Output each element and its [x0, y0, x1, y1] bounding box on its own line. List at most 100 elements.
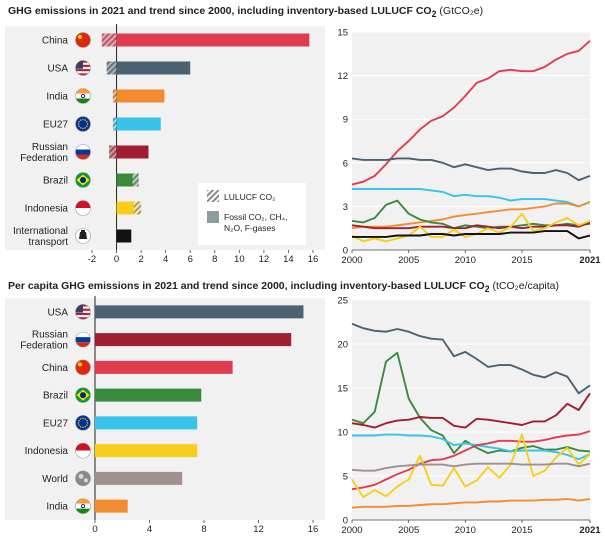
- top-bar-category-label-international-transport: International transport: [13, 226, 68, 248]
- bottom-bar-category-label-world: World: [42, 474, 68, 485]
- top-bar-category-label-india: India: [46, 92, 68, 103]
- bottom-bar-bar-india: [95, 499, 128, 513]
- bottom-bar-category-label-usa: USA: [47, 307, 68, 318]
- top-bar-international-transport-flag-icon: [75, 228, 91, 244]
- bottom-line-xtick-label: 2005: [398, 525, 419, 536]
- top-bar-bar-brazil: [116, 173, 133, 187]
- top-line-panel-bg: [352, 32, 590, 250]
- legend-fossil-label-1: Fossil CO₂, CH₄,: [224, 212, 287, 222]
- top-line-ytick-label: 0: [343, 246, 348, 257]
- bottom-bar-xtick-label: 16: [308, 524, 319, 535]
- bottom-title-sub: 2: [484, 284, 490, 295]
- bottom-line-series-world: [351, 462, 591, 472]
- bottom-line-series-eu27: [352, 433, 591, 461]
- top-line-xtick-label: 2021: [579, 255, 601, 266]
- bottom-bar-category-label-russian-federation: Russian Federation: [20, 330, 68, 352]
- top-chart-title: GHG emissions in 2021 and trend since 20…: [8, 5, 483, 19]
- top-bar-india-flag-icon: [75, 88, 91, 104]
- top-bar-lulucf-pos-brazil: [132, 173, 139, 187]
- top-bar-bar-indonesia: [116, 201, 134, 215]
- bottom-bar-usa-flag-icon: [75, 304, 91, 320]
- top-bar-bar-eu27: [116, 117, 161, 131]
- bottom-bar-china-flag-icon: [75, 359, 91, 376]
- bottom-bar-category-label-china: China: [42, 363, 69, 374]
- top-bar-lulucf-neg-eu27: [112, 117, 117, 131]
- bottom-bar-bar-eu27: [95, 416, 198, 430]
- bottom-title-main: Per capita GHG emissions in 2021 and tre…: [8, 280, 485, 292]
- bottom-bar-xtick-label: 0: [92, 524, 97, 535]
- top-bar-category-label-russian-federation: Russian Federation: [20, 142, 68, 164]
- bottom-line-ytick-label: 5: [343, 472, 348, 483]
- top-bar-category-label-eu27: EU27: [43, 120, 68, 131]
- top-title-unit: (GtCO₂e): [436, 5, 484, 17]
- top-bar-xtick-label: 16: [308, 254, 319, 265]
- top-bar-bar-russian-federation: [116, 145, 149, 159]
- legend: LULUCF CO₂ Fossil CO₂, CH₄, N₂O, F-gases: [198, 183, 306, 245]
- top-bar-xtick-label: 10: [234, 254, 245, 265]
- bottom-line-ytick-label: 0: [343, 516, 348, 527]
- top-bar-xtick-label: 4: [163, 254, 168, 265]
- top-bar-lulucf-neg-india: [112, 89, 117, 103]
- bottom-line-ytick-label: 10: [337, 428, 348, 439]
- top-bar-bar-india: [116, 89, 165, 103]
- top-line-series-international-transport: [352, 230, 591, 240]
- bottom-bar-world-flag-icon: [75, 470, 91, 487]
- top-bar-bar-international-transport: [116, 229, 132, 243]
- bottom-bar-bar-china: [95, 360, 233, 374]
- top-bar-lulucf-neg-russian-federation: [109, 145, 117, 159]
- bottom-line-series-india: [351, 497, 591, 509]
- bottom-line-xtick-label: 2021: [579, 525, 601, 536]
- bottom-bar-category-label-brazil: Brazil: [43, 391, 68, 402]
- top-bar-category-label-brazil: Brazil: [43, 176, 68, 187]
- bottom-line-series-usa: [351, 322, 591, 395]
- top-line-series-indonesia: [351, 212, 591, 243]
- top-bar-lulucf-pos-indonesia: [133, 201, 142, 215]
- bottom-line-xtick-label: 2010: [455, 525, 476, 536]
- top-line-xtick-label: 2005: [398, 255, 419, 266]
- legend-fossil-swatch: [207, 211, 219, 223]
- bottom-line-ytick-label: 20: [337, 340, 348, 351]
- top-bar-brazil-flag-icon: [75, 172, 91, 188]
- bottom-line-series-china: [351, 430, 591, 491]
- bottom-bar-xtick-label: 12: [253, 524, 264, 535]
- top-bar-bar-usa: [116, 61, 191, 75]
- top-line-xtick-label: 2000: [341, 255, 362, 266]
- top-bar-lulucf-neg-tint-usa: [106, 61, 117, 75]
- top-line-ytick-label: 9: [343, 115, 348, 126]
- bottom-bar-bar-usa: [95, 305, 304, 319]
- top-line-series-china: [351, 39, 591, 186]
- bottom-bar-bar-russian-federation: [95, 333, 292, 347]
- top-line-ytick-label: 3: [343, 202, 348, 213]
- top-bar-category-label-usa: USA: [47, 64, 68, 75]
- bottom-chart-title: Per capita GHG emissions in 2021 and tre…: [8, 280, 559, 294]
- bottom-line-panel-bg: [352, 300, 590, 520]
- top-bar-category-label-china: China: [42, 36, 69, 47]
- bottom-line-ytick-label: 25: [337, 296, 348, 307]
- top-bar-xtick-label: 6: [188, 254, 193, 265]
- bottom-title-unit: (tCO₂e/capita): [489, 280, 560, 292]
- bottom-bar-indonesia-flag-icon: [75, 442, 91, 459]
- bottom-bar-bar-brazil: [95, 388, 202, 402]
- top-bar-xtick-label: 0: [114, 254, 119, 265]
- bottom-line-series-russian-federation: [351, 392, 591, 429]
- top-line-series-india: [351, 201, 591, 230]
- top-line-series-usa: [351, 157, 591, 182]
- top-line-ytick-label: 15: [337, 28, 348, 39]
- top-bar-xtick-label: 8: [212, 254, 217, 265]
- top-line-series-eu27: [352, 188, 591, 208]
- top-bar-lulucf-neg-tint-russian-federation: [109, 145, 117, 159]
- legend-lulucf-label: LULUCF CO₂: [224, 192, 275, 202]
- top-bar-xtick-label: 2: [138, 254, 143, 265]
- top-title-sub: 2: [431, 9, 437, 20]
- bottom-bar-category-label-indonesia: Indonesia: [25, 446, 69, 457]
- top-line-ytick-label: 6: [343, 158, 348, 169]
- top-bar-usa-flag-icon: [75, 60, 91, 76]
- top-bar-lulucf-neg-china: [101, 33, 117, 47]
- top-bar-indonesia-flag-icon: [75, 200, 91, 216]
- top-line-ytick-label: 12: [337, 71, 348, 82]
- top-bar-xtick-label: -2: [88, 254, 96, 265]
- bottom-bar-brazil-flag-icon: [75, 387, 91, 403]
- bottom-bar-xtick-label: 8: [201, 524, 206, 535]
- top-bar-russian-federation-flag-icon: [75, 144, 91, 160]
